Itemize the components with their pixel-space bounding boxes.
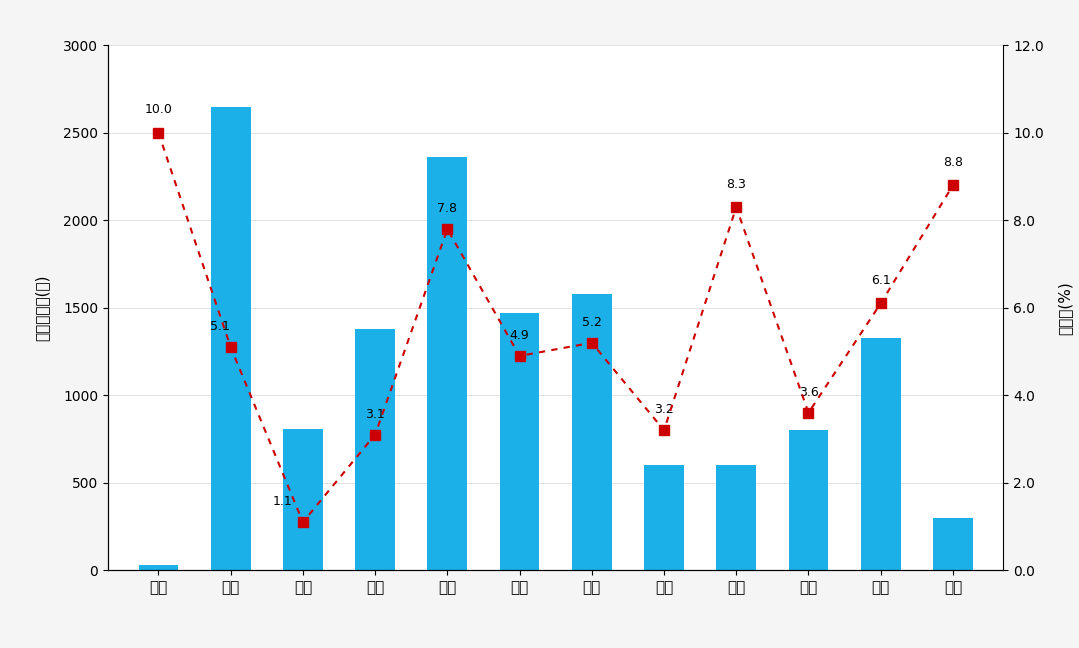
Bar xyxy=(716,465,756,570)
Text: 5.1: 5.1 xyxy=(209,320,230,333)
Bar xyxy=(427,157,467,570)
Bar xyxy=(572,294,612,570)
Y-axis label: 검출율(%): 검출율(%) xyxy=(1057,281,1073,334)
Text: 3.2: 3.2 xyxy=(654,404,674,417)
Text: 4.9: 4.9 xyxy=(509,329,530,342)
Text: 7.8: 7.8 xyxy=(437,202,457,215)
Text: 10.0: 10.0 xyxy=(145,103,173,116)
Y-axis label: 분변시료수(개): 분변시료수(개) xyxy=(35,275,50,341)
Bar xyxy=(138,565,178,570)
Bar xyxy=(933,518,973,570)
Bar xyxy=(861,338,901,570)
Bar xyxy=(644,465,684,570)
Bar xyxy=(355,329,395,570)
Text: 5.2: 5.2 xyxy=(582,316,602,329)
Bar xyxy=(500,313,540,570)
Text: 6.1: 6.1 xyxy=(871,273,890,287)
Text: 8.3: 8.3 xyxy=(726,178,747,191)
Text: 1.1: 1.1 xyxy=(272,495,292,508)
Text: 3.6: 3.6 xyxy=(798,386,818,399)
Text: 8.8: 8.8 xyxy=(943,156,962,168)
Text: 3.1: 3.1 xyxy=(366,408,385,421)
Bar xyxy=(210,107,250,570)
Bar xyxy=(789,430,829,570)
Bar xyxy=(283,428,323,570)
